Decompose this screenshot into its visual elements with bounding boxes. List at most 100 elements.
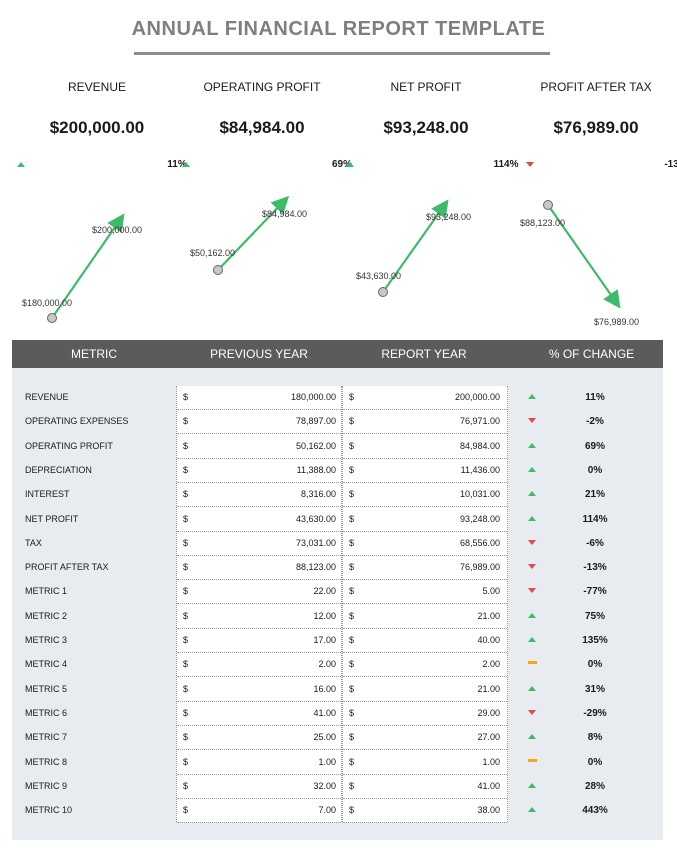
row-divider — [177, 481, 341, 483]
percent-change: 114% — [582, 513, 608, 525]
table-row: METRIC 3 $17.00 $40.00 135% — [12, 629, 663, 653]
metric-name: TAX — [25, 537, 42, 548]
percent-change: -77% — [583, 586, 607, 598]
report-year-value: 10,031.00 — [459, 489, 500, 500]
report-year-value: 1.00 — [482, 756, 500, 767]
percent-change: 75% — [584, 610, 605, 622]
currency-symbol: $ — [349, 416, 355, 427]
row-divider — [177, 773, 341, 775]
trend-up-icon — [346, 162, 354, 167]
kpi-change: 11% — [17, 159, 187, 173]
trend-down-icon — [526, 162, 534, 167]
row-divider — [343, 579, 507, 581]
currency-symbol: $ — [349, 780, 355, 791]
table-header: METRIC PREVIOUS YEAR REPORT YEAR % OF CH… — [12, 340, 663, 368]
currency-symbol: $ — [183, 635, 189, 645]
previous-year-value: 25.00 — [313, 732, 336, 743]
currency-symbol: $ — [183, 464, 189, 475]
table-row: OPERATING PROFIT $50,162.00 $84,984.00 69% — [12, 435, 663, 459]
currency-symbol: $ — [183, 707, 189, 718]
header-report-year: REPORT YEAR — [381, 347, 467, 361]
trend-up-icon — [528, 466, 536, 472]
previous-year-value: 8,316.00 — [300, 489, 336, 500]
row-divider — [343, 530, 507, 532]
report-year-value: 68,556.00 — [459, 537, 500, 548]
sparkline-arrow — [547, 204, 621, 309]
currency-symbol: $ — [183, 805, 189, 816]
trend-down-icon — [528, 418, 536, 424]
metric-name: METRIC 4 — [25, 659, 68, 670]
currency-symbol: $ — [349, 586, 355, 597]
row-divider — [177, 530, 341, 532]
kpi-label: OPERATING PROFIT — [203, 80, 321, 94]
percent-change: -29% — [583, 707, 607, 719]
kpi-change-percent: 69% — [331, 159, 352, 170]
row-divider — [177, 506, 341, 508]
trend-down-icon — [528, 588, 536, 594]
kpi-card: REVENUE $200,000.00 11% — [17, 80, 187, 170]
sparkline-previous-label: $180,000.00 — [22, 298, 73, 308]
row-divider — [343, 457, 507, 459]
row-divider — [177, 822, 341, 824]
report-year-value: 38.00 — [477, 805, 500, 816]
report-year-value: 5.00 — [482, 586, 500, 597]
row-divider — [177, 433, 341, 435]
trend-up-icon — [528, 515, 536, 521]
percent-change: 0% — [587, 659, 603, 671]
kpi-value: $76,989.00 — [553, 118, 639, 137]
currency-symbol: $ — [183, 537, 189, 548]
row-divider — [177, 409, 341, 410]
currency-symbol: $ — [349, 610, 355, 621]
row-divider — [177, 676, 341, 678]
currency-symbol: $ — [183, 513, 189, 524]
row-divider — [343, 603, 507, 605]
sparkline-current-label: $200,000.00 — [92, 225, 143, 235]
sparkline-previous-label: $50,162.00 — [190, 248, 236, 258]
sparkline-start-marker — [47, 313, 57, 323]
previous-year-value: 78,897.00 — [295, 416, 336, 427]
trend-up-icon — [182, 162, 190, 167]
report-year-value: 21.00 — [477, 610, 500, 621]
metric-name: METRIC 9 — [25, 780, 68, 791]
currency-symbol: $ — [349, 683, 355, 694]
metric-name: METRIC 8 — [25, 756, 68, 767]
metric-name: METRIC 7 — [25, 732, 68, 743]
trend-up-icon — [17, 162, 25, 167]
metric-name: METRIC 2 — [25, 610, 68, 621]
report-year-value: 76,971.00 — [459, 416, 500, 427]
row-divider — [177, 457, 341, 459]
header-percent-change: % OF CHANGE — [548, 347, 635, 361]
previous-year-value: 11,388.00 — [296, 464, 336, 475]
table-row: METRIC 6 $41.00 $29.00 -29% — [12, 702, 663, 726]
currency-symbol: $ — [349, 562, 355, 573]
table-row: METRIC 10 $7.00 $38.00 443% — [12, 799, 663, 824]
metric-name: OPERATING EXPENSES — [25, 416, 129, 427]
previous-year-value: 22.00 — [313, 586, 336, 597]
table-row: METRIC 8 $1.00 $1.00 0% — [12, 751, 663, 775]
currency-symbol: $ — [349, 489, 355, 500]
currency-symbol: $ — [183, 562, 189, 573]
report-year-value: 200,000.00 — [454, 392, 500, 402]
kpi-label: PROFIT AFTER TAX — [540, 80, 652, 94]
table-row: NET PROFIT $43,630.00 $93,248.00 114% — [12, 508, 663, 532]
sparkline-previous-label: $43,630.00 — [356, 271, 402, 281]
sparkline-start-marker — [213, 265, 223, 275]
sparkline-arrow — [382, 199, 449, 293]
currency-symbol: $ — [183, 586, 189, 597]
previous-year-value: 43,630.00 — [295, 513, 336, 524]
trend-up-icon — [528, 491, 536, 497]
trend-down-icon — [528, 539, 536, 545]
report-title: ANNUAL FINANCIAL REPORT TEMPLATE — [131, 18, 546, 40]
trend-up-icon — [528, 442, 536, 448]
row-divider — [343, 724, 507, 726]
previous-year-value: 73,031.00 — [295, 537, 336, 548]
table-row: DEPRECIATION $11,388.00 $11,436.00 0% — [12, 459, 663, 483]
percent-change: 443% — [582, 805, 608, 817]
sparkline-current-label: $76,989.00 — [594, 317, 640, 327]
sparkline-arrow — [51, 213, 125, 319]
percent-change: 0% — [587, 464, 603, 476]
kpi-label: NET PROFIT — [390, 80, 462, 94]
sparkline-start-marker — [378, 287, 388, 297]
percent-change: 11% — [585, 392, 605, 403]
header-metric: METRIC — [71, 347, 117, 361]
